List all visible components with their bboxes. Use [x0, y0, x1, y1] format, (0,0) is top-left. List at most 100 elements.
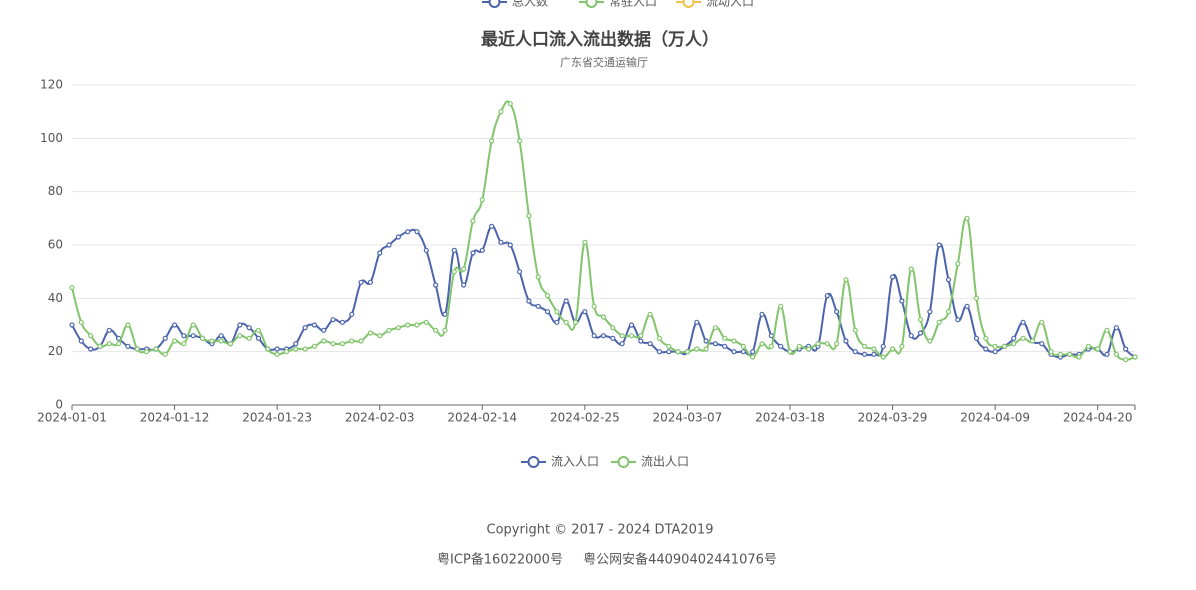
- data-point: [535, 274, 541, 280]
- data-point: [470, 250, 476, 256]
- top-legend-item[interactable]: 总人数: [512, 0, 548, 9]
- y-tick-label: 40: [48, 291, 63, 305]
- chart-title: 最近人口流入流出数据（万人）: [481, 29, 719, 50]
- data-point: [973, 335, 980, 341]
- data-point: [302, 325, 308, 331]
- data-point: [1029, 338, 1036, 344]
- data-point: [731, 349, 737, 355]
- data-point: [246, 335, 252, 341]
- data-point: [377, 333, 383, 339]
- data-point: [1104, 351, 1110, 357]
- legend-item-icon: [617, 456, 630, 468]
- data-point: [638, 333, 644, 339]
- data-point: [889, 346, 896, 352]
- x-tick-label: 2024-04-20: [1063, 411, 1133, 425]
- data-point: [824, 341, 830, 347]
- data-point: [1067, 351, 1073, 357]
- top-legend-item-icon: [585, 0, 598, 8]
- data-point: [274, 346, 280, 352]
- data-point: [209, 338, 215, 344]
- data-point: [889, 274, 896, 280]
- data-point: [116, 341, 122, 347]
- data-point: [703, 338, 709, 344]
- data-point: [377, 250, 383, 256]
- top-legend-item[interactable]: 常驻人口: [609, 0, 657, 9]
- data-point: [246, 325, 252, 331]
- data-point: [433, 282, 439, 288]
- data-point: [1076, 354, 1082, 360]
- data-point: [479, 197, 485, 203]
- data-point: [88, 333, 94, 339]
- data-point: [423, 319, 429, 325]
- top-legend-item[interactable]: 流动人口: [706, 0, 754, 9]
- y-tick-label: 100: [40, 131, 63, 145]
- data-point: [722, 335, 728, 341]
- data-point: [983, 346, 989, 352]
- data-point: [218, 338, 224, 344]
- data-point: [330, 341, 336, 347]
- data-point: [479, 247, 485, 253]
- data-point: [433, 327, 439, 333]
- data-point: [964, 215, 970, 221]
- data-point: [703, 346, 709, 352]
- data-point: [628, 333, 635, 339]
- data-point: [489, 223, 495, 229]
- data-point: [656, 335, 663, 341]
- data-point: [106, 341, 112, 347]
- data-point: [125, 343, 131, 349]
- data-point: [414, 322, 420, 328]
- y-tick-label: 0: [55, 398, 63, 412]
- data-point: [451, 269, 457, 275]
- data-point: [358, 338, 364, 344]
- data-point: [1132, 354, 1138, 360]
- data-point: [806, 346, 812, 352]
- y-tick-label: 20: [48, 344, 63, 358]
- data-point: [936, 319, 942, 325]
- data-point: [666, 349, 672, 355]
- legend-item[interactable]: 流入人口: [551, 455, 599, 469]
- data-point: [171, 322, 178, 328]
- data-point: [330, 317, 336, 323]
- data-point: [498, 109, 504, 115]
- data-point: [321, 327, 327, 333]
- data-point: [899, 343, 905, 349]
- data-point: [237, 322, 243, 328]
- data-point: [274, 351, 280, 357]
- data-point: [945, 309, 952, 315]
- data-point: [973, 295, 980, 301]
- data-point: [321, 338, 327, 344]
- data-point: [162, 335, 168, 341]
- data-point: [88, 346, 94, 352]
- data-point: [610, 325, 616, 331]
- data-point: [927, 309, 933, 315]
- data-point: [125, 322, 131, 328]
- data-point: [852, 349, 858, 355]
- x-tick-label: 2024-02-03: [345, 411, 415, 425]
- data-point: [544, 309, 551, 315]
- x-tick-label: 2024-02-25: [550, 411, 620, 425]
- data-point: [759, 341, 765, 347]
- data-point: [255, 335, 262, 341]
- data-point: [759, 311, 765, 317]
- data-point: [218, 333, 224, 339]
- data-point: [526, 213, 532, 219]
- data-point: [516, 269, 523, 275]
- data-point: [414, 229, 420, 235]
- data-point: [694, 346, 700, 352]
- legend-item[interactable]: 流出人口: [641, 455, 689, 469]
- data-point: [293, 341, 299, 347]
- data-point: [945, 277, 952, 283]
- data-point: [1085, 343, 1091, 349]
- data-point: [731, 338, 737, 344]
- data-point: [675, 349, 681, 355]
- data-point: [722, 343, 728, 349]
- x-tick-label: 2024-03-29: [858, 411, 928, 425]
- data-point: [666, 343, 672, 349]
- data-point: [554, 309, 560, 315]
- data-point: [563, 298, 569, 304]
- data-point: [442, 311, 448, 317]
- data-point: [190, 322, 196, 328]
- police-number: 粤公网安备44090402441076号: [583, 552, 777, 568]
- data-point: [78, 338, 84, 344]
